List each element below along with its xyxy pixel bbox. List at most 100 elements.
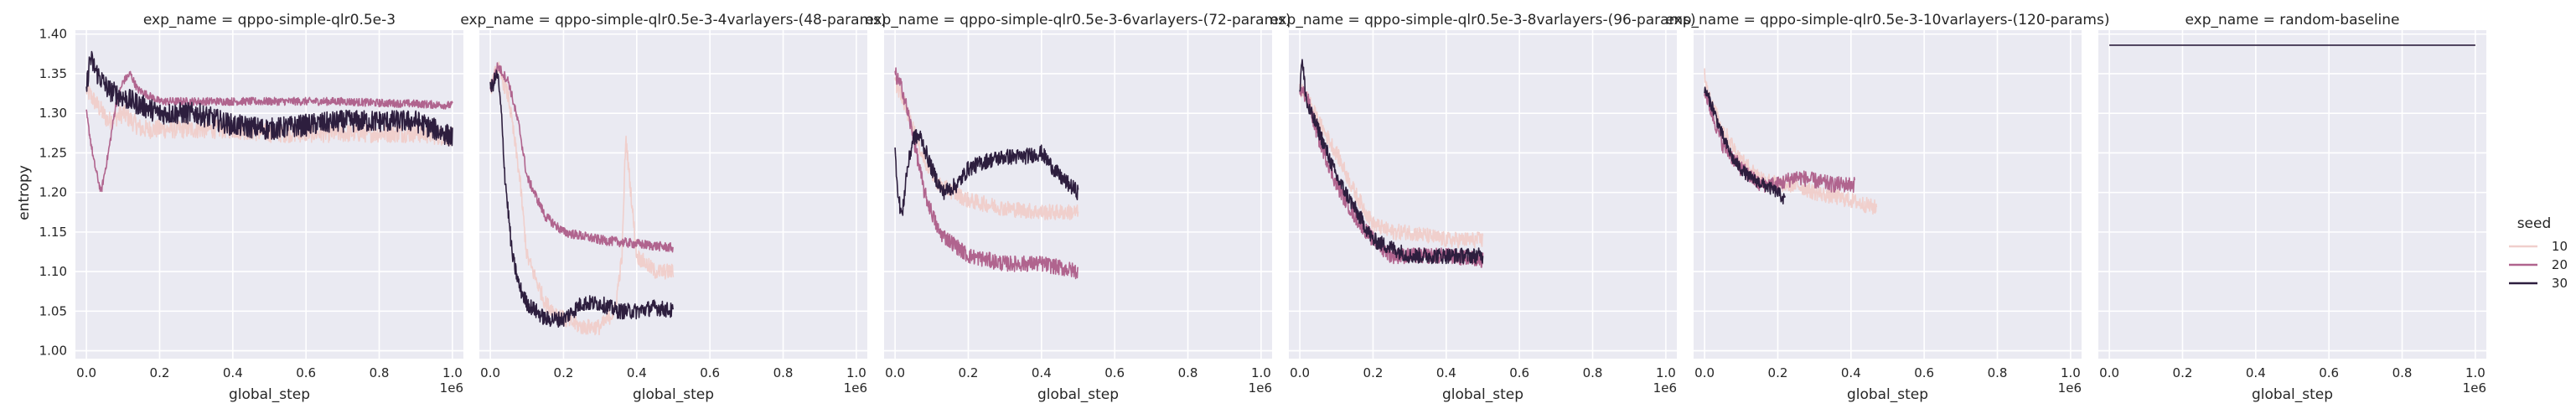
x-axis-label: global_step [1442,386,1523,403]
series-group [894,67,1079,280]
y-tick-label: 1.25 [39,145,67,160]
x-tick-label: 0.8 [773,365,794,380]
y-tick-label: 1.15 [39,225,67,240]
series-line-seed-10 [489,61,675,336]
legend-item-20: 20 [2509,257,2568,272]
panel-background [479,30,867,359]
panel-background [1289,30,1677,359]
legend-label: 10 [2552,239,2568,254]
panel-background [75,30,463,359]
legend-item-30: 30 [2509,276,2568,291]
panel-title: exp_name = qppo-simple-qlr0.5e-3-4varlay… [460,12,886,28]
x-tick-label: 0.6 [700,365,720,380]
x-offset-label: 1e6 [844,380,867,396]
facet-grid: 0.0 0.2 0.4 0.6 0.8 1.0 1.00 1.05 1.10 1.15 1.20 1.… [39,12,2486,403]
panel-title: exp_name = random-baseline [2185,12,2399,28]
x-tick-label: 0.6 [2319,365,2339,380]
series-line-seed-10 [1299,84,1484,249]
x-tick-label: 0.6 [1914,365,1934,380]
x-axis-label: global_step [1847,386,1928,403]
x-tick-label: 1.0 [2061,365,2081,380]
x-axis-label: global_step [229,386,310,403]
x-tick-label: 0.4 [627,365,647,380]
y-tick-label: 1.00 [39,344,67,359]
y-tick-label: 1.35 [39,66,67,81]
x-tick-label: 1.0 [846,365,866,380]
x-tick-label: 0.4 [1032,365,1052,380]
x-tick-label: 0.8 [1178,365,1198,380]
panel-1: 0.0 0.2 0.4 0.6 0.8 1.0 1.00 1.05 1.10 1.15 1.20 1.… [39,12,463,403]
series-line-seed-10 [1704,68,1878,215]
x-tick-label: 0.0 [1290,365,1310,380]
x-tick-label: 0.4 [1841,365,1861,380]
x-offset-label: 1e6 [2058,380,2082,396]
x-tick-label: 0.4 [1436,365,1456,380]
x-offset-label: 1e6 [2463,380,2486,396]
y-tick-label: 1.40 [39,27,67,42]
series-group [1299,59,1484,268]
x-tick-label: 0.8 [1583,365,1603,380]
series-line-seed-30 [1704,86,1786,204]
series-line-seed-20 [85,70,453,193]
legend-label: 20 [2552,257,2568,272]
panel-title: exp_name = qppo-simple-qlr0.5e-3 [143,12,396,28]
series-group [1704,68,1878,215]
x-tick-label: 1.0 [442,365,463,380]
series-line-seed-30 [894,129,1079,216]
x-tick-label: 0.0 [76,365,96,380]
series-group [489,61,675,336]
x-tick-label: 0.2 [150,365,170,380]
x-tick-label: 0.2 [1768,365,1788,380]
y-axis-label: entropy [16,165,33,220]
panel-background [1694,30,2082,359]
series-line-seed-10 [85,80,453,147]
x-tick-label: 0.2 [2173,365,2193,380]
series-group [85,50,453,193]
series-line-seed-20 [489,62,675,253]
x-tick-label: 0.2 [959,365,979,380]
x-tick-label: 1.0 [2465,365,2485,380]
x-tick-label: 0.8 [2392,365,2413,380]
panel-title: exp_name = qppo-simple-qlr0.5e-3-8varlay… [1270,12,1695,28]
x-tick-label: 1.0 [1656,365,1676,380]
x-offset-label: 1e6 [1249,380,1272,396]
x-tick-label: 0.0 [2099,365,2119,380]
x-tick-label: 0.6 [296,365,316,380]
x-tick-label: 0.6 [1104,365,1125,380]
series-line-seed-20 [1704,87,1855,194]
x-axis-label: global_step [2252,386,2333,403]
x-tick-label: 0.2 [1363,365,1384,380]
x-tick-label: 0.8 [1988,365,2008,380]
x-tick-label: 0.8 [370,365,390,380]
y-tick-label: 1.20 [39,185,67,200]
x-tick-label: 0.0 [885,365,905,380]
series-line-seed-10 [894,77,1079,220]
panel-background [2098,30,2486,359]
panel-title: exp_name = qppo-simple-qlr0.5e-3-6varlay… [865,12,1291,28]
y-tick-label: 1.05 [39,303,67,318]
legend-label: 30 [2552,276,2568,291]
x-tick-label: 0.4 [2246,365,2266,380]
series-line-seed-30 [489,70,675,328]
x-tick-label: 0.2 [554,365,574,380]
series-line-seed-30 [85,50,453,147]
y-tick-label: 1.10 [39,264,67,279]
x-tick-label: 0.0 [1694,365,1715,380]
legend-item-10: 10 [2509,239,2568,254]
y-tick-label: 1.30 [39,106,67,121]
x-tick-label: 0.0 [480,365,500,380]
series-line-seed-20 [894,67,1079,280]
x-offset-label: 1e6 [440,380,463,396]
x-axis-label: global_step [633,386,714,403]
series-line-seed-30 [1299,59,1484,265]
x-axis-label: global_step [1037,386,1119,403]
x-tick-label: 0.6 [1509,365,1529,380]
x-tick-label: 0.4 [223,365,243,380]
